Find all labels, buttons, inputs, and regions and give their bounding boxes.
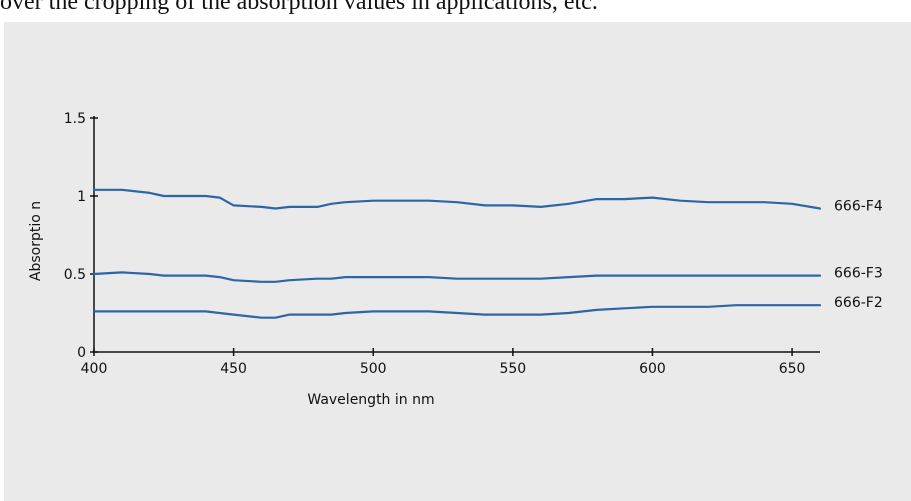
series-layer (92, 188, 822, 319)
x-tick-label: 600 (639, 361, 666, 377)
x-tick-label: 500 (360, 361, 387, 377)
y-tick-label: 1 (77, 189, 86, 205)
series-label-666-f3: 666-F3 (834, 266, 883, 282)
chart-axes (90, 116, 820, 356)
y-tick-label: 1.5 (64, 111, 86, 127)
series-line-666-f4 (92, 188, 822, 210)
chart-panel: 400 450 500 550 600 650 0 0.5 1 1.5 Wavelength in … (4, 22, 911, 501)
x-tick-label: 450 (220, 361, 247, 377)
series-line-666-f2 (92, 304, 822, 319)
chart-labels: 400 450 500 550 600 650 0 0.5 1 1.5 Wavelength in … (28, 111, 883, 408)
x-tick-label: 400 (81, 361, 108, 377)
absorption-chart: 400 450 500 550 600 650 0 0.5 1 1.5 Wavelength in … (28, 111, 883, 408)
caption-text: over the cropping of the absorption valu… (0, 0, 598, 15)
x-tick-label: 550 (499, 361, 526, 377)
caption-strip: over the cropping of the absorption valu… (0, 0, 911, 22)
series-label-666-f4: 666-F4 (834, 198, 883, 214)
series-line-666-f3 (92, 271, 822, 283)
x-tick-label: 650 (779, 361, 806, 377)
series-label-666-f2: 666-F2 (834, 295, 883, 311)
y-tick-label: 0.5 (64, 267, 86, 283)
x-axis-title: Wavelength in nm (307, 392, 434, 408)
y-axis-title: Absorptio n (28, 201, 44, 281)
y-tick-label: 0 (77, 345, 86, 361)
